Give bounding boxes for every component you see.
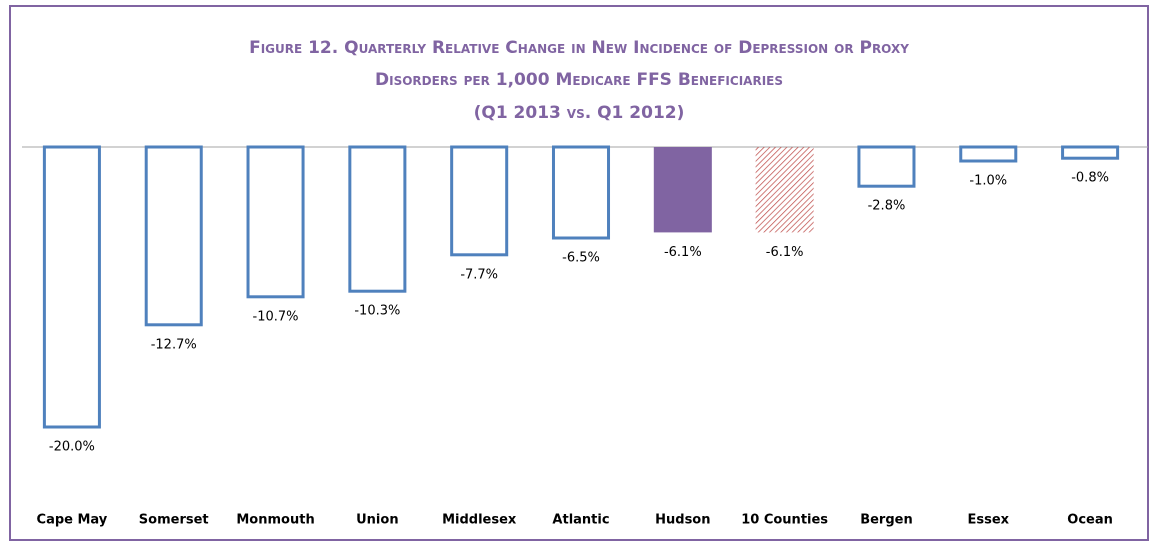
bar xyxy=(42,145,101,429)
bar xyxy=(959,145,1018,163)
data-label: -0.8% xyxy=(1071,171,1109,186)
bar xyxy=(857,145,916,188)
x-tick-label: Hudson xyxy=(655,513,710,528)
bar xyxy=(144,145,203,327)
x-tick-label: Atlantic xyxy=(552,513,609,528)
x-tick-label: Union xyxy=(356,513,398,528)
data-label: -6.5% xyxy=(562,251,600,266)
x-tick-label: Monmouth xyxy=(236,513,314,528)
x-tick-label: Bergen xyxy=(860,513,913,528)
bar xyxy=(1061,145,1120,160)
data-label: -12.7% xyxy=(151,337,197,352)
data-label: -10.3% xyxy=(354,304,400,319)
x-tick-label: Essex xyxy=(967,513,1009,528)
data-label: -1.0% xyxy=(969,174,1007,189)
data-label: -2.8% xyxy=(868,199,906,214)
x-tick-label: Cape May xyxy=(37,513,108,528)
bar xyxy=(653,147,712,233)
chart-title: Figure 12. Quarterly Relative Change in … xyxy=(249,38,909,58)
x-tick-label: Ocean xyxy=(1067,513,1113,528)
chart-title: Disorders per 1,000 Medicare FFS Benefic… xyxy=(375,70,783,90)
bar xyxy=(450,145,509,257)
bar xyxy=(246,145,305,299)
x-tick-label: 10 Counties xyxy=(741,513,828,528)
x-tick-label: Somerset xyxy=(139,513,209,528)
chart-title: (Q1 2013 vs. Q1 2012) xyxy=(474,103,685,123)
data-label: -7.7% xyxy=(460,267,498,282)
data-label: -20.0% xyxy=(49,440,95,455)
data-label: -6.1% xyxy=(766,245,804,260)
bar xyxy=(348,145,407,293)
frame xyxy=(9,5,1149,541)
data-label: -6.1% xyxy=(664,245,702,260)
data-label: -10.7% xyxy=(253,309,299,324)
bar xyxy=(551,145,611,240)
bar xyxy=(755,147,814,233)
x-tick-label: Middlesex xyxy=(442,513,517,528)
